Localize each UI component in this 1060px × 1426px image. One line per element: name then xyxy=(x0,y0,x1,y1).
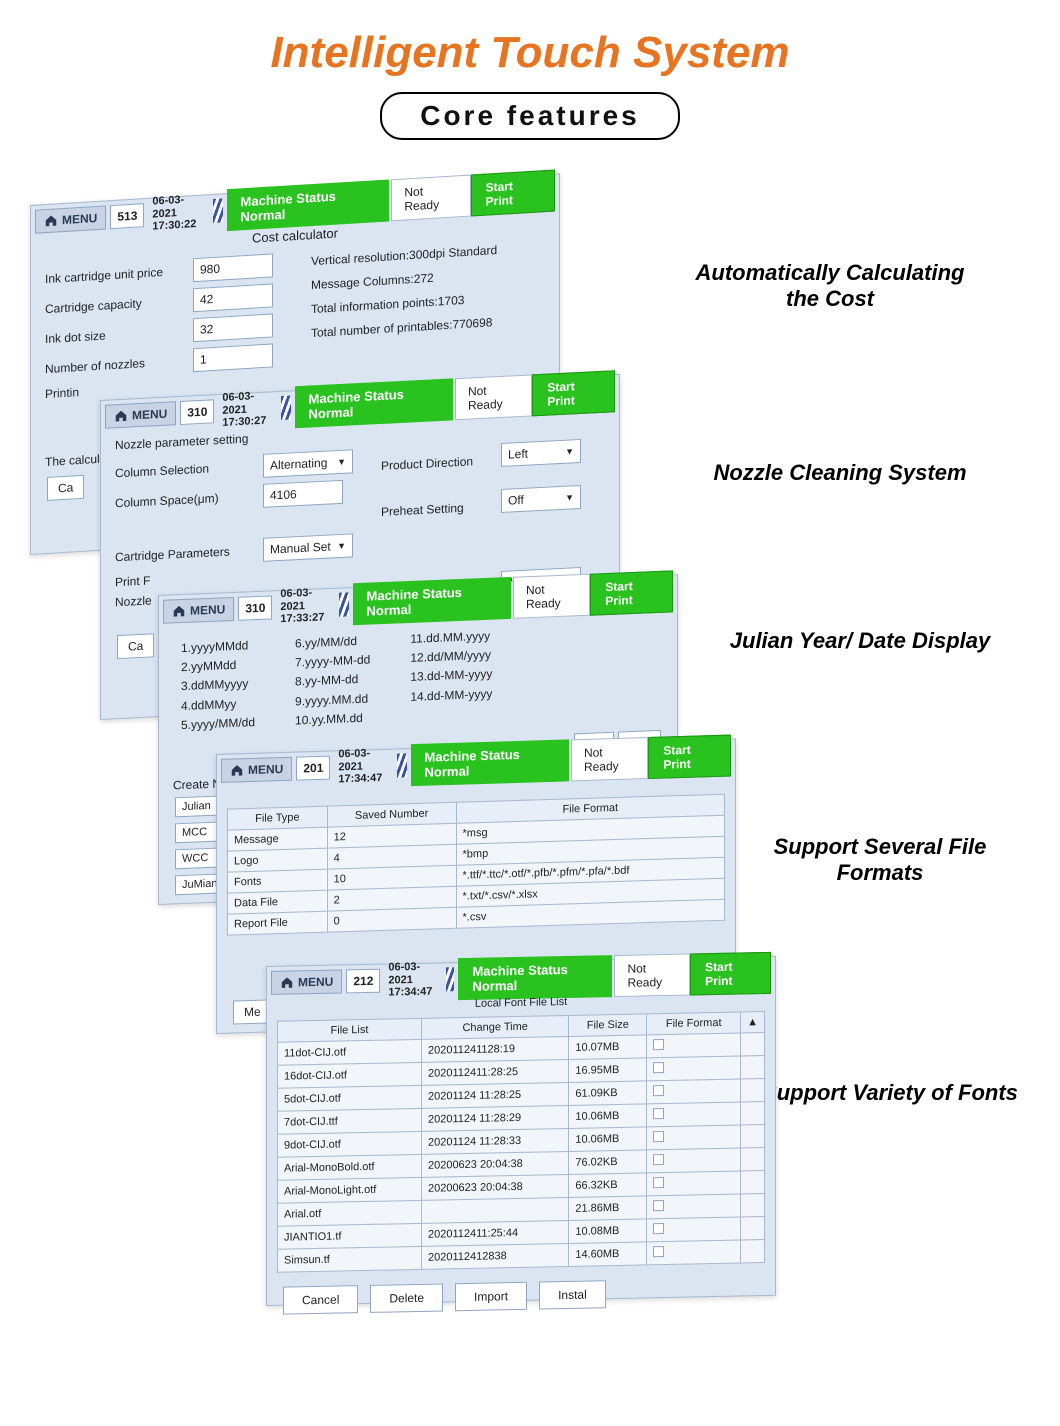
delete-button[interactable]: Delete xyxy=(370,1283,443,1312)
cancel-button[interactable]: Cancel xyxy=(283,1285,358,1315)
start-print-button[interactable]: Start Print xyxy=(471,170,555,217)
panel-fonts: MENU 212 06-03-202117:34:47 Machine Stat… xyxy=(266,956,776,1306)
ca-button[interactable]: Ca xyxy=(117,633,154,659)
date-col: 1.yyyyMMdd2.yyMMdd3.ddMMyyyy4.ddMMyy5.yy… xyxy=(181,636,255,735)
not-ready: Not Ready xyxy=(513,574,590,619)
counter: 513 xyxy=(110,203,144,229)
unit-price-input[interactable]: 980 xyxy=(193,253,273,282)
home-icon xyxy=(44,213,58,228)
stripes-icon xyxy=(446,967,455,991)
label: Ink cartridge unit price xyxy=(45,264,185,286)
stripes-icon xyxy=(397,753,406,777)
capacity-input[interactable]: 42 xyxy=(193,283,273,312)
caption-2: Nozzle Cleaning System xyxy=(700,460,980,486)
dot-input[interactable]: 32 xyxy=(193,313,273,342)
stripes-icon xyxy=(339,592,348,616)
fonts-table: File ListChange TimeFile SizeFile Format… xyxy=(277,1011,765,1273)
datetime: 06-03-202117:34:47 xyxy=(384,961,441,1000)
caption-1: Automatically Calculating the Cost xyxy=(690,260,970,312)
prod-dir-select[interactable]: Left▼ xyxy=(501,439,581,467)
home-icon xyxy=(172,604,186,619)
counter: 310 xyxy=(238,595,272,620)
status-normal: Machine Status Normal xyxy=(353,577,511,625)
date-col: 6.yy/MM/dd7.yyyy-MM-dd8.yy-MM-dd9.yyyy.M… xyxy=(295,632,370,731)
start-print-button[interactable]: Start Print xyxy=(648,735,731,779)
datetime: 06-03-202117:33:27 xyxy=(276,586,335,626)
start-print-button[interactable]: Start Print xyxy=(532,370,615,416)
not-ready: Not Ready xyxy=(614,954,690,998)
not-ready: Not Ready xyxy=(455,374,532,420)
formats-table: File TypeSaved NumberFile Format Message… xyxy=(227,794,725,936)
label: Number of nozzles xyxy=(45,354,185,376)
caption-3: Julian Year/ Date Display xyxy=(720,628,1000,654)
menu-button[interactable]: MENU xyxy=(163,597,234,624)
not-ready: Not Ready xyxy=(391,175,470,222)
label: Column Selection xyxy=(115,459,255,480)
stripes-icon xyxy=(281,395,290,419)
info: Message Columns:272 xyxy=(311,267,497,292)
datetime: 06-03-202117:34:47 xyxy=(334,747,393,787)
counter: 201 xyxy=(296,756,330,781)
menu-button[interactable]: MENU xyxy=(105,401,176,429)
menu-button[interactable]: MENU xyxy=(221,757,292,783)
status-normal: Machine Status Normal xyxy=(411,739,569,786)
home-icon xyxy=(230,763,244,777)
caption-4: Support Several File Formats xyxy=(740,834,1020,886)
home-icon xyxy=(280,975,294,989)
menu-button[interactable]: MENU xyxy=(35,205,106,233)
label: Column Space(μm) xyxy=(115,489,255,510)
preheat-select[interactable]: Off▼ xyxy=(501,485,581,513)
col-space-input[interactable]: 4106 xyxy=(263,480,343,508)
label: Cartridge Parameters xyxy=(115,543,255,564)
label: Product Direction xyxy=(381,453,491,473)
caption-5: Support Variety of Fonts xyxy=(750,1080,1030,1106)
info: Total number of printables:770698 xyxy=(311,315,497,340)
page-subtitle: Core features xyxy=(380,92,680,140)
home-icon xyxy=(114,409,128,424)
menu-button[interactable]: MENU xyxy=(271,969,342,994)
start-print-button[interactable]: Start Print xyxy=(690,952,771,996)
nozzles-input[interactable]: 1 xyxy=(193,343,273,372)
status-normal: Machine Status Normal xyxy=(295,378,453,428)
label: Cartridge capacity xyxy=(45,294,185,316)
counter: 212 xyxy=(346,969,380,994)
counter: 310 xyxy=(180,399,214,425)
page-title: Intelligent Touch System xyxy=(0,28,1060,78)
datetime: 06-03-202117:30:27 xyxy=(218,389,277,430)
cart-select[interactable]: Manual Set▼ xyxy=(263,533,353,562)
stripes-icon xyxy=(213,198,222,223)
start-print-button[interactable]: Start Print xyxy=(590,570,673,615)
date-col: 11.dd.MM.yyyy12.dd/MM/yyyy13.dd-MM-yyyy1… xyxy=(410,627,492,726)
label: Ink dot size xyxy=(45,324,185,346)
label: Preheat Setting xyxy=(381,499,491,519)
not-ready: Not Ready xyxy=(571,737,648,781)
import-button[interactable]: Import xyxy=(455,1282,527,1311)
ca-button[interactable]: Ca xyxy=(47,475,84,501)
status-normal: Machine Status Normal xyxy=(458,955,612,1000)
install-button[interactable]: Instal xyxy=(539,1280,606,1309)
datetime: 06-03-202117:30:22 xyxy=(148,192,209,234)
col-select[interactable]: Alternating▼ xyxy=(263,449,353,478)
info: Total information points:1703 xyxy=(311,291,497,316)
